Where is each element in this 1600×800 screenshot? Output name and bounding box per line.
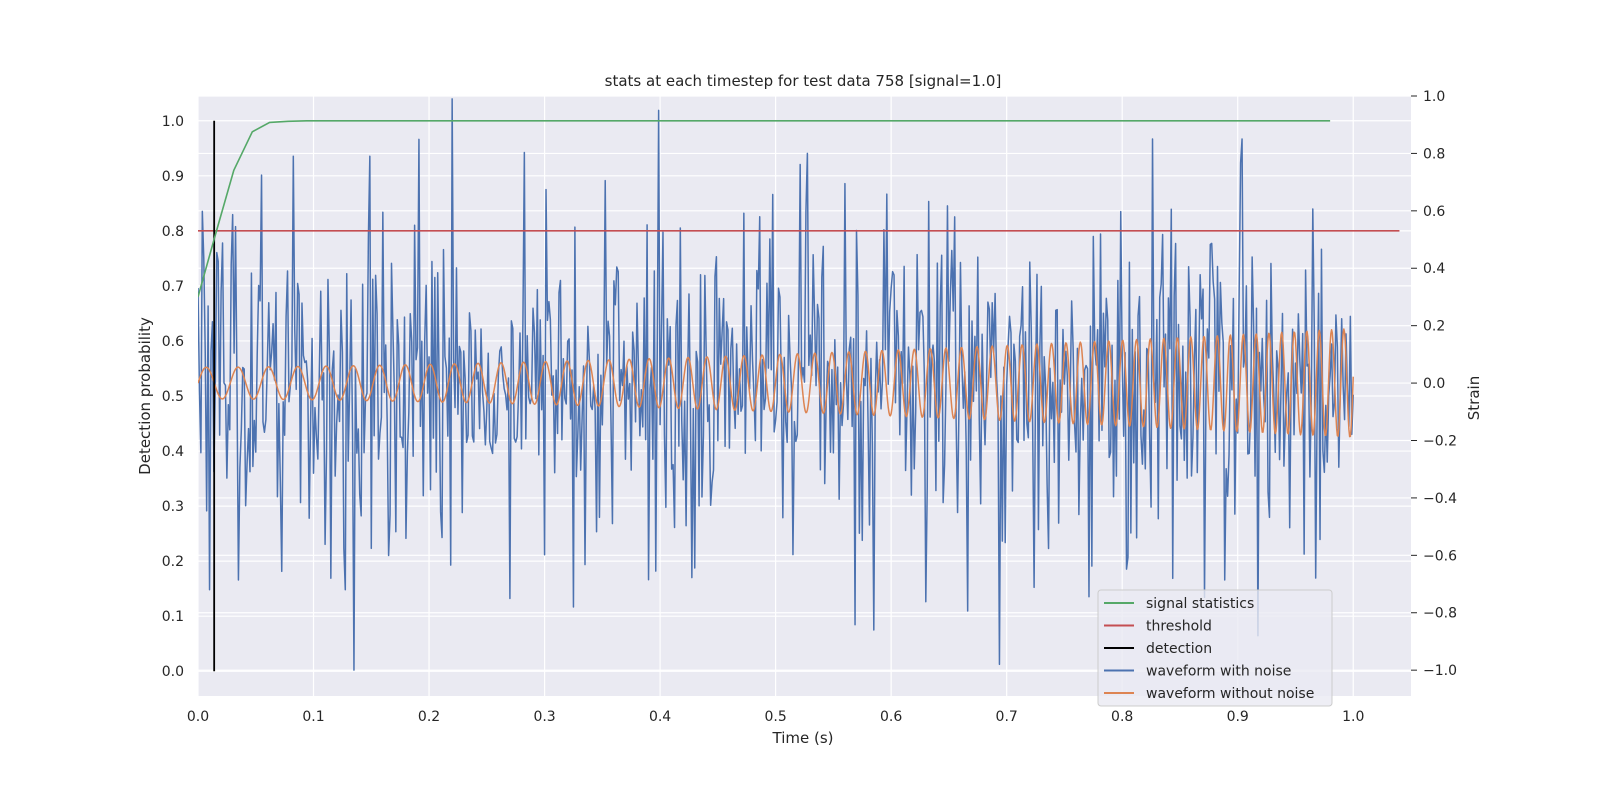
x-tick-label: 1.0 [1342, 709, 1364, 725]
y-left-tick-label: 0.9 [162, 169, 184, 185]
x-tick-label: 0.6 [880, 709, 902, 725]
x-axis-label: Time (s) [772, 729, 834, 747]
y-right-tick-label: 0.2 [1423, 319, 1445, 335]
y-left-tick-label: 0.5 [162, 389, 184, 405]
y-right-tick-label: −0.4 [1423, 491, 1457, 507]
y-left-tick-label: 0.6 [162, 334, 184, 350]
x-tick-label: 0.3 [533, 709, 555, 725]
waveform-without-noise-line [198, 328, 1354, 438]
y-left-tick-label: 0.1 [162, 609, 184, 625]
y-left-tick-label: 0.7 [162, 279, 184, 295]
series-layer [198, 98, 1400, 672]
y-left-tick-label: 0.8 [162, 224, 184, 240]
legend-box [1097, 589, 1333, 707]
x-axis-ticks: 0.0 0.1 0.2 0.3 0.4 0.5 0.6 0.7 0.8 0.9 1.0 [187, 709, 1365, 725]
y-right-tick-label: 0.8 [1423, 146, 1445, 162]
x-tick-label: 0.9 [1227, 709, 1249, 725]
y-right-tick-label: −1.0 [1423, 663, 1457, 679]
y-left-tick-label: 0.4 [162, 444, 184, 460]
signal-statistics-line [198, 119, 1331, 298]
x-tick-label: 0.0 [187, 709, 209, 725]
y-right-axis-label: Strain [1465, 376, 1483, 420]
y-left-tick-label: 0.0 [162, 664, 184, 680]
y-right-tick-label: 0.4 [1423, 261, 1445, 277]
y-left-axis-ticks: 0.0 0.1 0.2 0.3 0.4 0.5 0.6 0.7 0.8 0.9 1.0 [162, 114, 184, 680]
x-tick-label: 0.8 [1111, 709, 1133, 725]
y-left-tick-label: 1.0 [162, 114, 184, 130]
chart-title: stats at each timestep for test data 758… [605, 72, 1002, 90]
legend-label: waveform with noise [1146, 664, 1291, 680]
x-tick-label: 0.2 [418, 709, 440, 725]
y-right-tick-label: −0.2 [1423, 433, 1457, 449]
y-right-axis-ticks: −1.0 −0.8 −0.6 −0.4 −0.2 0.0 0.2 0.4 0.6 0.8 1.0 [1411, 89, 1457, 679]
x-tick-label: 0.4 [649, 709, 671, 725]
legend-label: detection [1146, 641, 1212, 657]
legend-label: signal statistics [1146, 596, 1254, 612]
legend: signal statistics threshold detection wavef… [1097, 589, 1333, 707]
y-right-tick-label: 0.0 [1423, 376, 1445, 392]
x-tick-label: 0.1 [302, 709, 324, 725]
y-left-axis-label: Detection probability [136, 317, 154, 475]
x-tick-label: 0.7 [996, 709, 1018, 725]
y-right-tick-label: 1.0 [1423, 89, 1445, 105]
x-tick-label: 0.5 [764, 709, 786, 725]
y-left-tick-label: 0.3 [162, 499, 184, 515]
legend-label: threshold [1146, 619, 1212, 635]
waveform-with-noise-line [198, 98, 1354, 671]
chart-title-group: stats at each timestep for test data 758… [605, 72, 1002, 90]
y-right-tick-label: −0.8 [1423, 606, 1457, 622]
legend-label: waveform without noise [1146, 686, 1314, 702]
y-right-tick-label: −0.6 [1423, 548, 1457, 564]
y-left-tick-label: 0.2 [162, 554, 184, 570]
y-right-tick-label: 0.6 [1423, 204, 1445, 220]
